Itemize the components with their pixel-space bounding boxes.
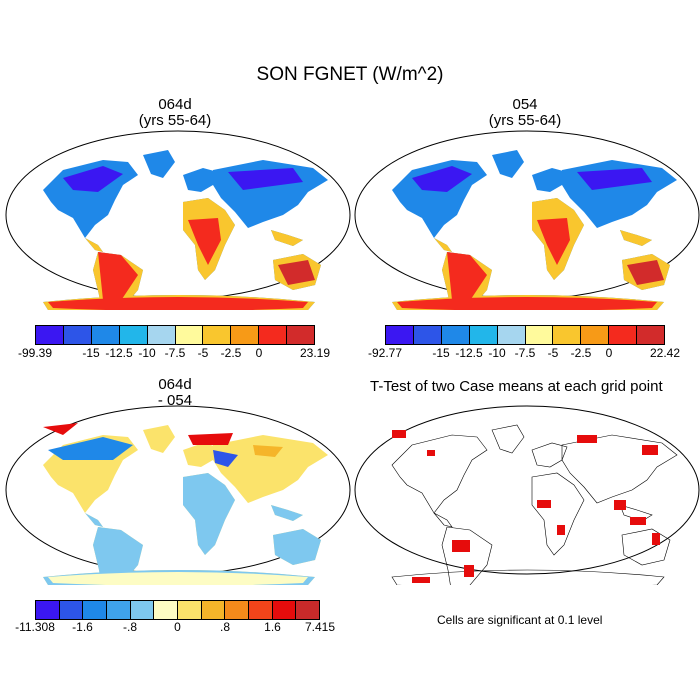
colorbar-swatch <box>63 326 92 344</box>
colorbar-label: -2.5 <box>220 346 242 360</box>
colorbar-swatch <box>225 601 250 619</box>
colorbar-swatch <box>497 326 526 344</box>
panel-title-line2: (yrs 55-64) <box>138 112 212 129</box>
significance-note: Cells are significant at 0.1 level <box>437 613 603 627</box>
colorbar-label: -10 <box>138 346 156 360</box>
colorbar-label: -.8 <box>122 620 138 634</box>
colorbar-swatch <box>272 601 297 619</box>
colorbar-label: .8 <box>219 620 231 634</box>
map-bottom-right <box>354 405 700 585</box>
colorbar-swatch <box>413 326 442 344</box>
ttest-title: T-Test of two Case means at each grid po… <box>370 378 663 395</box>
panel-title-line1: 054 <box>512 96 538 113</box>
colorbar-label: 1.6 <box>264 620 281 634</box>
colorbar-swatch <box>83 601 108 619</box>
panel-title-line2: - 054 <box>157 392 193 409</box>
colorbar-swatch <box>175 326 204 344</box>
colorbar-swatch <box>130 601 155 619</box>
colorbar-swatch <box>154 601 179 619</box>
colorbar-swatch <box>36 326 64 344</box>
colorbar-swatch <box>201 601 226 619</box>
colorbar-swatch <box>386 326 414 344</box>
colorbar-label: 23.19 <box>299 346 331 360</box>
colorbar-swatch <box>59 601 84 619</box>
panel-title-bottom-left: 064d - 054 <box>75 377 275 409</box>
colorbar-labels-bottom-left: -11.308 -1.6 -.8 0 .8 1.6 7.415 <box>15 620 335 634</box>
colorbar-swatch <box>296 601 320 619</box>
colorbar-swatch <box>249 601 273 619</box>
colorbar-swatch <box>91 326 120 344</box>
colorbar-swatch <box>231 326 260 344</box>
colorbar-label: -12.5 <box>105 346 133 360</box>
colorbar-swatch <box>609 326 638 344</box>
panel-title-line1: 064d <box>158 376 192 393</box>
colorbar-label: -2.5 <box>570 346 592 360</box>
panel-title-top-right: 054 (yrs 55-64) <box>425 97 625 129</box>
colorbar-label: 7.415 <box>304 620 336 634</box>
colorbar-swatch <box>36 601 60 619</box>
colorbar-label: 0 <box>174 620 181 634</box>
map-top-left <box>5 130 351 310</box>
map-top-right <box>354 130 700 310</box>
colorbar-top-right <box>385 325 665 345</box>
map-bottom-left <box>5 405 351 585</box>
colorbar-swatch <box>259 326 288 344</box>
colorbar-label: -15 <box>432 346 450 360</box>
colorbar-swatch <box>553 326 582 344</box>
colorbar-label: -99.39 <box>17 346 53 360</box>
panel-title-line2: (yrs 55-64) <box>488 112 562 129</box>
colorbar-label: -15 <box>82 346 100 360</box>
colorbar-label: 22.42 <box>649 346 681 360</box>
colorbar-label: -10 <box>488 346 506 360</box>
colorbar-label: -7.5 <box>514 346 536 360</box>
colorbar-label: -11.308 <box>15 620 55 634</box>
colorbar-labels-top-left: -99.39 -15 -12.5 -10 -7.5 -5 -2.5 0 23.19 <box>18 346 330 360</box>
colorbar-swatch <box>119 326 148 344</box>
colorbar-swatch <box>287 326 315 344</box>
colorbar-labels-top-right: -92.77 -15 -12.5 -10 -7.5 -5 -2.5 0 22.42 <box>368 346 680 360</box>
colorbar-label: -92.77 <box>367 346 403 360</box>
colorbar-swatch <box>147 326 176 344</box>
colorbar-top-left <box>35 325 315 345</box>
panel-title-line1: 064d <box>158 96 192 113</box>
panel-title-top-left: 064d (yrs 55-64) <box>75 97 275 129</box>
figure-title: SON FGNET (W/m^2) <box>256 64 444 85</box>
colorbar-label: -5 <box>197 346 209 360</box>
colorbar-label: 0 <box>255 346 263 360</box>
colorbar-swatch <box>203 326 232 344</box>
colorbar-swatch <box>581 326 610 344</box>
colorbar-swatch <box>469 326 498 344</box>
colorbar-swatch <box>525 326 554 344</box>
colorbar-swatch <box>637 326 665 344</box>
colorbar-label: -7.5 <box>164 346 186 360</box>
colorbar-label: -1.6 <box>72 620 93 634</box>
colorbar-swatch <box>441 326 470 344</box>
colorbar-label: 0 <box>605 346 613 360</box>
colorbar-label: -5 <box>547 346 559 360</box>
colorbar-swatch <box>107 601 131 619</box>
colorbar-bottom-left <box>35 600 320 620</box>
colorbar-label: -12.5 <box>455 346 483 360</box>
colorbar-swatch <box>178 601 202 619</box>
